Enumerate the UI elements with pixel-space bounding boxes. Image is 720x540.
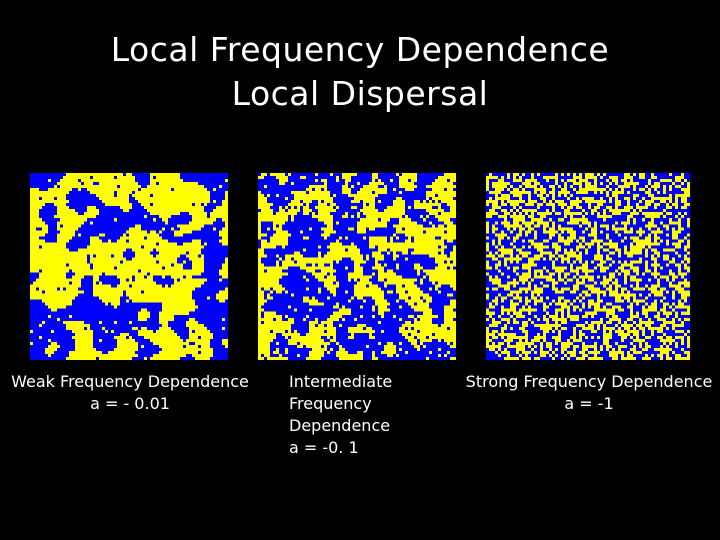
caption-weak-line-2: a = - 0.01 bbox=[90, 394, 170, 413]
panel-strong-lattice bbox=[486, 173, 690, 360]
panel-intermediate-lattice bbox=[258, 173, 456, 360]
panel-weak-lattice bbox=[30, 173, 228, 360]
lattice-image-strong bbox=[486, 173, 690, 360]
caption-weak: Weak Frequency Dependence a = - 0.01 bbox=[4, 371, 256, 415]
slide-title: Local Frequency Dependence Local Dispers… bbox=[0, 28, 720, 116]
caption-intermediate: Intermediate Frequency Dependence a = -0… bbox=[289, 371, 392, 459]
caption-strong-line-2: a = -1 bbox=[564, 394, 614, 413]
caption-intermediate-line-1: Intermediate bbox=[289, 372, 393, 391]
caption-intermediate-line-3: Dependence bbox=[289, 416, 391, 435]
lattice-image-intermediate bbox=[258, 173, 456, 360]
caption-intermediate-line-4: a = -0. 1 bbox=[289, 438, 359, 457]
title-line-2: Local Dispersal bbox=[231, 74, 489, 113]
caption-intermediate-line-2: Frequency bbox=[289, 394, 372, 413]
caption-strong-line-1: Strong Frequency Dependence bbox=[465, 372, 713, 391]
lattice-image-weak bbox=[30, 173, 228, 360]
caption-weak-line-1: Weak Frequency Dependence bbox=[11, 372, 249, 391]
caption-strong: Strong Frequency Dependence a = -1 bbox=[458, 371, 720, 415]
title-line-1: Local Frequency Dependence bbox=[110, 30, 610, 69]
